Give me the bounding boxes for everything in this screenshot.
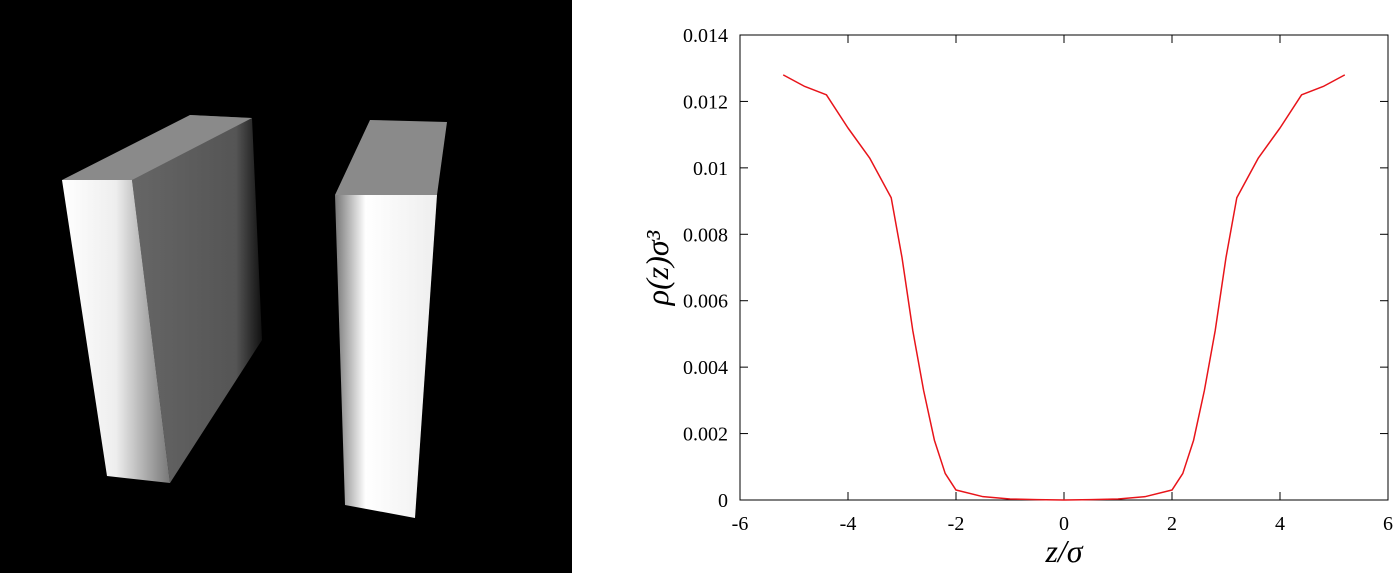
slab-front — [62, 180, 170, 483]
y-tick-label: 0.012 — [683, 91, 728, 113]
y-tick-label: 0.01 — [693, 158, 728, 180]
y-tick-label: 0.014 — [683, 25, 728, 47]
x-tick-label: 2 — [1167, 513, 1177, 535]
render-panel — [0, 0, 572, 573]
y-axis-label: ρ(z)σ³ — [639, 230, 675, 306]
x-tick-label: 6 — [1383, 513, 1393, 535]
y-tick-label: 0.006 — [683, 291, 728, 313]
slab-front — [335, 195, 437, 518]
x-tick-label: -6 — [732, 513, 749, 535]
x-axis-label: z/σ — [1044, 533, 1083, 569]
x-tick-label: 4 — [1275, 513, 1285, 535]
y-tick-label: 0.008 — [683, 224, 728, 246]
x-tick-label: 0 — [1059, 513, 1069, 535]
y-tick-label: 0.002 — [683, 424, 728, 446]
x-tick-label: -2 — [948, 513, 965, 535]
slab-top — [335, 120, 447, 195]
y-tick-label: 0.004 — [683, 357, 728, 379]
data-line — [782, 74, 1346, 501]
slab-side — [132, 115, 262, 483]
y-tick-label: 0 — [718, 490, 728, 512]
slab-top — [62, 115, 252, 180]
chart: z/σ ρ(z)σ³ -6 -4 -2 0 2 4 6 0 0.002 0.004 0.006 0.0… — [639, 25, 1393, 569]
plot-frame — [739, 34, 1389, 501]
x-tick-label: -4 — [840, 513, 857, 535]
